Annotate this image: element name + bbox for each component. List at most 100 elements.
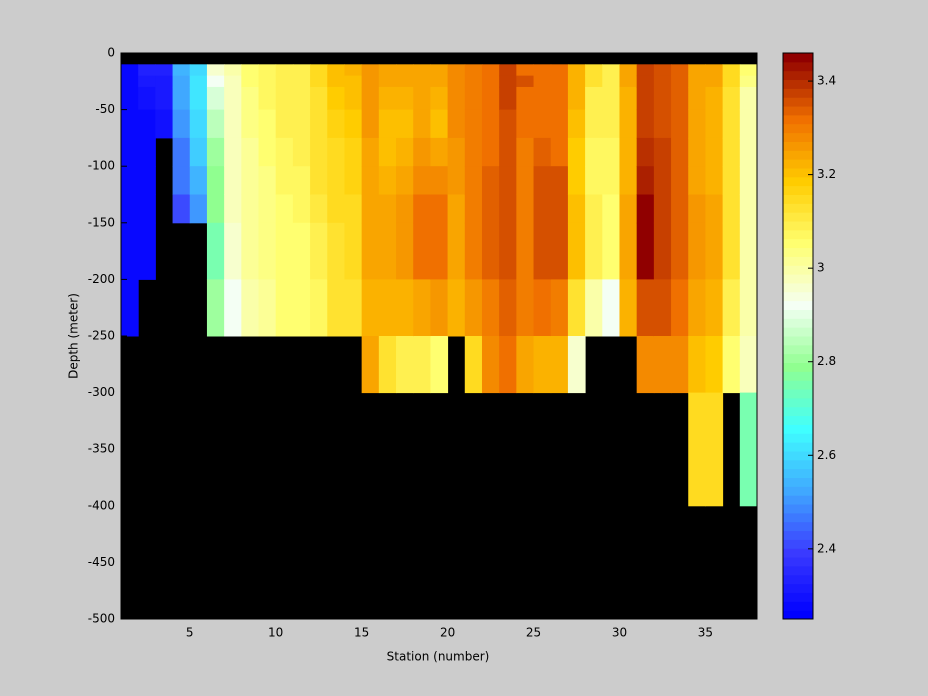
heat-cell	[172, 194, 191, 224]
heat-cell	[602, 75, 620, 88]
heat-cell	[533, 279, 552, 337]
heat-cell	[636, 194, 655, 224]
heat-cell	[688, 109, 706, 139]
heat-cell	[567, 109, 586, 139]
heat-cell	[292, 137, 311, 167]
heat-cell	[310, 75, 328, 88]
heat-cell	[739, 64, 758, 77]
heat-cell	[688, 392, 706, 507]
heat-cell	[567, 194, 586, 224]
heat-cell	[585, 222, 603, 280]
colorbar-tick-label: 3.4	[817, 74, 836, 88]
heat-cell	[653, 336, 672, 394]
heat-cell	[481, 194, 500, 224]
heat-cell	[138, 64, 156, 77]
heat-cell	[310, 64, 328, 77]
heat-cell	[292, 86, 311, 111]
heat-cell	[241, 64, 260, 77]
colorbar-tick-label: 2.4	[817, 541, 836, 555]
heat-cell	[361, 137, 380, 167]
colorbar-frame	[782, 52, 814, 620]
heat-cell	[688, 336, 706, 394]
heat-cell	[241, 194, 260, 224]
heat-cell	[499, 194, 517, 224]
heat-cell	[481, 75, 500, 88]
heat-cell	[206, 86, 225, 111]
heat-cell	[138, 109, 156, 139]
heat-cell	[413, 222, 431, 280]
heat-cell	[430, 109, 449, 139]
heat-cell	[310, 194, 328, 224]
heat-cell	[739, 279, 758, 337]
colorbar-swatch	[783, 167, 813, 178]
heat-cell	[224, 222, 242, 280]
heat-cell	[327, 109, 345, 139]
heat-cell	[138, 75, 156, 88]
heat-cell	[138, 137, 156, 167]
colorbar-swatch	[783, 353, 813, 364]
colorbar-tick-label: 2.6	[817, 448, 836, 462]
colorbar-swatch	[783, 574, 813, 585]
heat-cell	[739, 222, 758, 280]
heat-cell	[224, 279, 242, 337]
heat-cell	[344, 109, 363, 139]
heat-cell	[121, 86, 139, 111]
heat-cell	[602, 137, 620, 167]
heat-cell	[602, 64, 620, 77]
heat-cell	[447, 64, 466, 77]
heat-cell	[378, 279, 397, 337]
y-tick-label: -200	[88, 272, 115, 286]
heat-cell	[447, 137, 466, 167]
heat-cell	[585, 75, 603, 88]
colorbar-swatch	[783, 477, 813, 487]
heat-cell	[550, 166, 569, 195]
heat-cell	[430, 222, 449, 280]
heat-cell	[722, 336, 741, 394]
colorbar-swatch	[783, 468, 813, 478]
heat-cell	[516, 194, 535, 224]
heat-cell	[430, 166, 449, 195]
heat-cell	[705, 222, 724, 280]
heat-cell	[516, 336, 535, 394]
heat-cell	[361, 222, 380, 280]
y-tick-label: -300	[88, 385, 115, 399]
heat-cell	[550, 279, 569, 337]
heat-cell	[361, 86, 380, 111]
colorbar-swatch	[783, 415, 813, 425]
heat-cell	[653, 109, 672, 139]
heat-cell	[739, 137, 758, 167]
heat-cell	[688, 194, 706, 224]
heat-cell	[258, 194, 277, 224]
heat-cell	[722, 222, 741, 280]
heat-cell	[464, 194, 483, 224]
heat-cell	[430, 75, 449, 88]
y-tick-label: -500	[88, 612, 115, 626]
heat-cell	[533, 166, 552, 195]
heat-cell	[258, 64, 277, 77]
heat-cell	[327, 64, 345, 77]
heat-cell	[275, 279, 294, 337]
heat-cell	[138, 194, 156, 224]
heat-cell	[292, 166, 311, 195]
heat-cell	[292, 222, 311, 280]
heat-cell	[533, 86, 552, 111]
heat-cell	[430, 336, 449, 394]
heat-cell	[258, 75, 277, 88]
heat-cell	[739, 109, 758, 139]
heat-cell	[344, 222, 363, 280]
colorbar-swatch	[783, 495, 813, 505]
heat-cell	[705, 166, 724, 195]
heat-cell	[499, 109, 517, 139]
colorbar-swatch	[783, 291, 813, 302]
heat-cell	[671, 222, 689, 280]
heat-cell	[413, 279, 431, 337]
heat-cell	[172, 75, 191, 88]
heat-cell	[499, 64, 517, 77]
heat-cell	[464, 336, 483, 394]
heat-cell	[688, 166, 706, 195]
heat-cell	[275, 137, 294, 167]
heat-cell	[189, 75, 208, 88]
heat-cell	[636, 222, 655, 280]
x-tick-label: 5	[186, 626, 194, 640]
heat-cell	[671, 86, 689, 111]
